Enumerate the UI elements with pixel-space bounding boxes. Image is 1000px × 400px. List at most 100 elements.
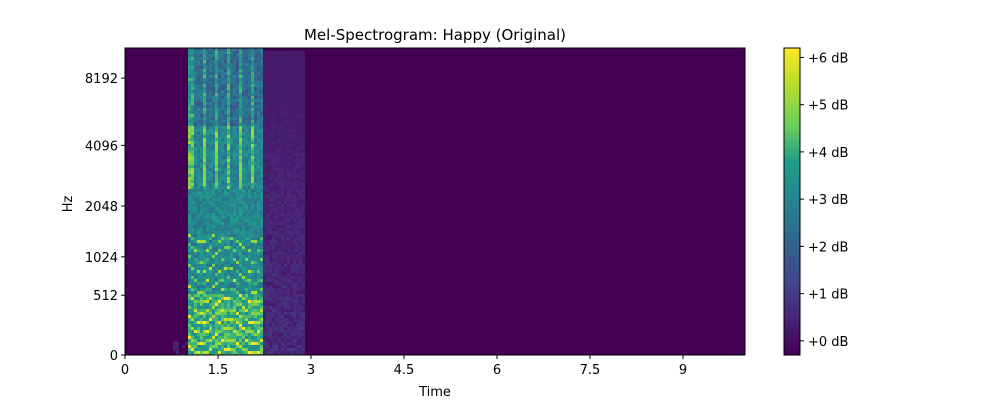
spectrogram-cell: [278, 201, 281, 204]
spectrogram-cell: [299, 171, 302, 174]
spectrogram-cell: [230, 312, 233, 315]
spectrogram-cell: [302, 267, 305, 270]
spectrogram-cell: [209, 321, 212, 324]
spectrogram-cell: [242, 135, 245, 138]
spectrogram-cell: [218, 300, 221, 303]
spectrogram-cell: [245, 312, 248, 315]
spectrogram-cell: [296, 318, 299, 321]
spectrogram-cell: [263, 249, 266, 252]
spectrogram-cell: [218, 51, 221, 54]
spectrogram-cell: [218, 213, 221, 216]
spectrogram-cell: [275, 108, 278, 111]
spectrogram-cell: [293, 288, 296, 291]
spectrogram-cell: [254, 342, 257, 345]
spectrogram-cell: [188, 330, 191, 333]
spectrogram-cell: [284, 168, 287, 171]
spectrogram-cell: [272, 141, 275, 144]
spectrogram-cell: [191, 159, 194, 162]
spectrogram-cell: [206, 171, 209, 174]
spectrogram-cell: [188, 195, 191, 198]
spectrogram-cell: [224, 222, 227, 225]
spectrogram-cell: [218, 291, 221, 294]
spectrogram-cell: [251, 129, 254, 132]
spectrogram-cell: [215, 282, 218, 285]
spectrogram-cell: [293, 183, 296, 186]
spectrogram-cell: [206, 345, 209, 348]
spectrogram-cell: [215, 126, 218, 129]
spectrogram-cell: [290, 195, 293, 198]
spectrogram-cell: [239, 75, 242, 78]
spectrogram-cell: [197, 144, 200, 147]
spectrogram-cell: [284, 111, 287, 114]
spectrogram-cell: [242, 330, 245, 333]
spectrogram-cell: [197, 201, 200, 204]
spectrogram-cell: [287, 207, 290, 210]
spectrogram-cell: [278, 243, 281, 246]
spectrogram-cell: [281, 180, 284, 183]
spectrogram-cell: [188, 270, 191, 273]
spectrogram-cell: [227, 150, 230, 153]
spectrogram-cell: [299, 246, 302, 249]
spectrogram-cell: [275, 315, 278, 318]
spectrogram-cell: [245, 204, 248, 207]
spectrogram-cell: [227, 282, 230, 285]
spectrogram-cell: [248, 327, 251, 330]
spectrogram-cell: [287, 183, 290, 186]
spectrogram-cell: [227, 288, 230, 291]
spectrogram-cell: [293, 54, 296, 57]
spectrogram-cell: [275, 84, 278, 87]
spectrogram-cell: [224, 126, 227, 129]
spectrogram-cell: [290, 57, 293, 60]
spectrogram-cell: [215, 114, 218, 117]
spectrogram-cell: [257, 87, 260, 90]
spectrogram-cell: [230, 147, 233, 150]
spectrogram-cell: [242, 123, 245, 126]
spectrogram-cell: [287, 264, 290, 267]
spectrogram-cell: [290, 147, 293, 150]
spectrogram-cell: [227, 48, 230, 51]
spectrogram-cell: [245, 195, 248, 198]
spectrogram-cell: [218, 231, 221, 234]
spectrogram-cell: [284, 141, 287, 144]
spectrogram-cell: [230, 225, 233, 228]
spectrogram-cell: [212, 117, 215, 120]
spectrogram-cell: [242, 111, 245, 114]
spectrogram-cell: [269, 351, 272, 354]
spectrogram-cell: [197, 246, 200, 249]
spectrogram-cell: [188, 189, 191, 192]
spectrogram-cell: [269, 132, 272, 135]
spectrogram-cell: [233, 333, 236, 336]
spectrogram-cell: [266, 90, 269, 93]
spectrogram-cell: [245, 315, 248, 318]
spectrogram-cell: [236, 78, 239, 81]
spectrogram-cell: [242, 237, 245, 240]
spectrogram-cell: [212, 78, 215, 81]
spectrogram-cell: [224, 249, 227, 252]
spectrogram-cell: [290, 312, 293, 315]
spectrogram-cell: [245, 174, 248, 177]
spectrogram-cell: [254, 228, 257, 231]
spectrogram-cell: [233, 297, 236, 300]
spectrogram-cell: [269, 228, 272, 231]
spectrogram-cell: [218, 270, 221, 273]
spectrogram-cell: [206, 258, 209, 261]
spectrogram-cell: [239, 237, 242, 240]
spectrogram-cell: [221, 306, 224, 309]
spectrogram-cell: [302, 177, 305, 180]
spectrogram-cell: [290, 267, 293, 270]
spectrogram-cell: [236, 189, 239, 192]
spectrogram-cell: [227, 348, 230, 351]
spectrogram-cell: [281, 282, 284, 285]
spectrogram-cell: [269, 72, 272, 75]
spectrogram-cell: [278, 90, 281, 93]
spectrogram-cell: [251, 336, 254, 339]
spectrogram-cell: [248, 312, 251, 315]
spectrogram-cell: [287, 156, 290, 159]
spectrogram-cell: [230, 99, 233, 102]
spectrogram-cell: [260, 156, 263, 159]
spectrogram-cell: [224, 66, 227, 69]
spectrogram-cell: [260, 249, 263, 252]
spectrogram-cell: [257, 312, 260, 315]
spectrogram-cell: [266, 129, 269, 132]
spectrogram-cell: [299, 117, 302, 120]
